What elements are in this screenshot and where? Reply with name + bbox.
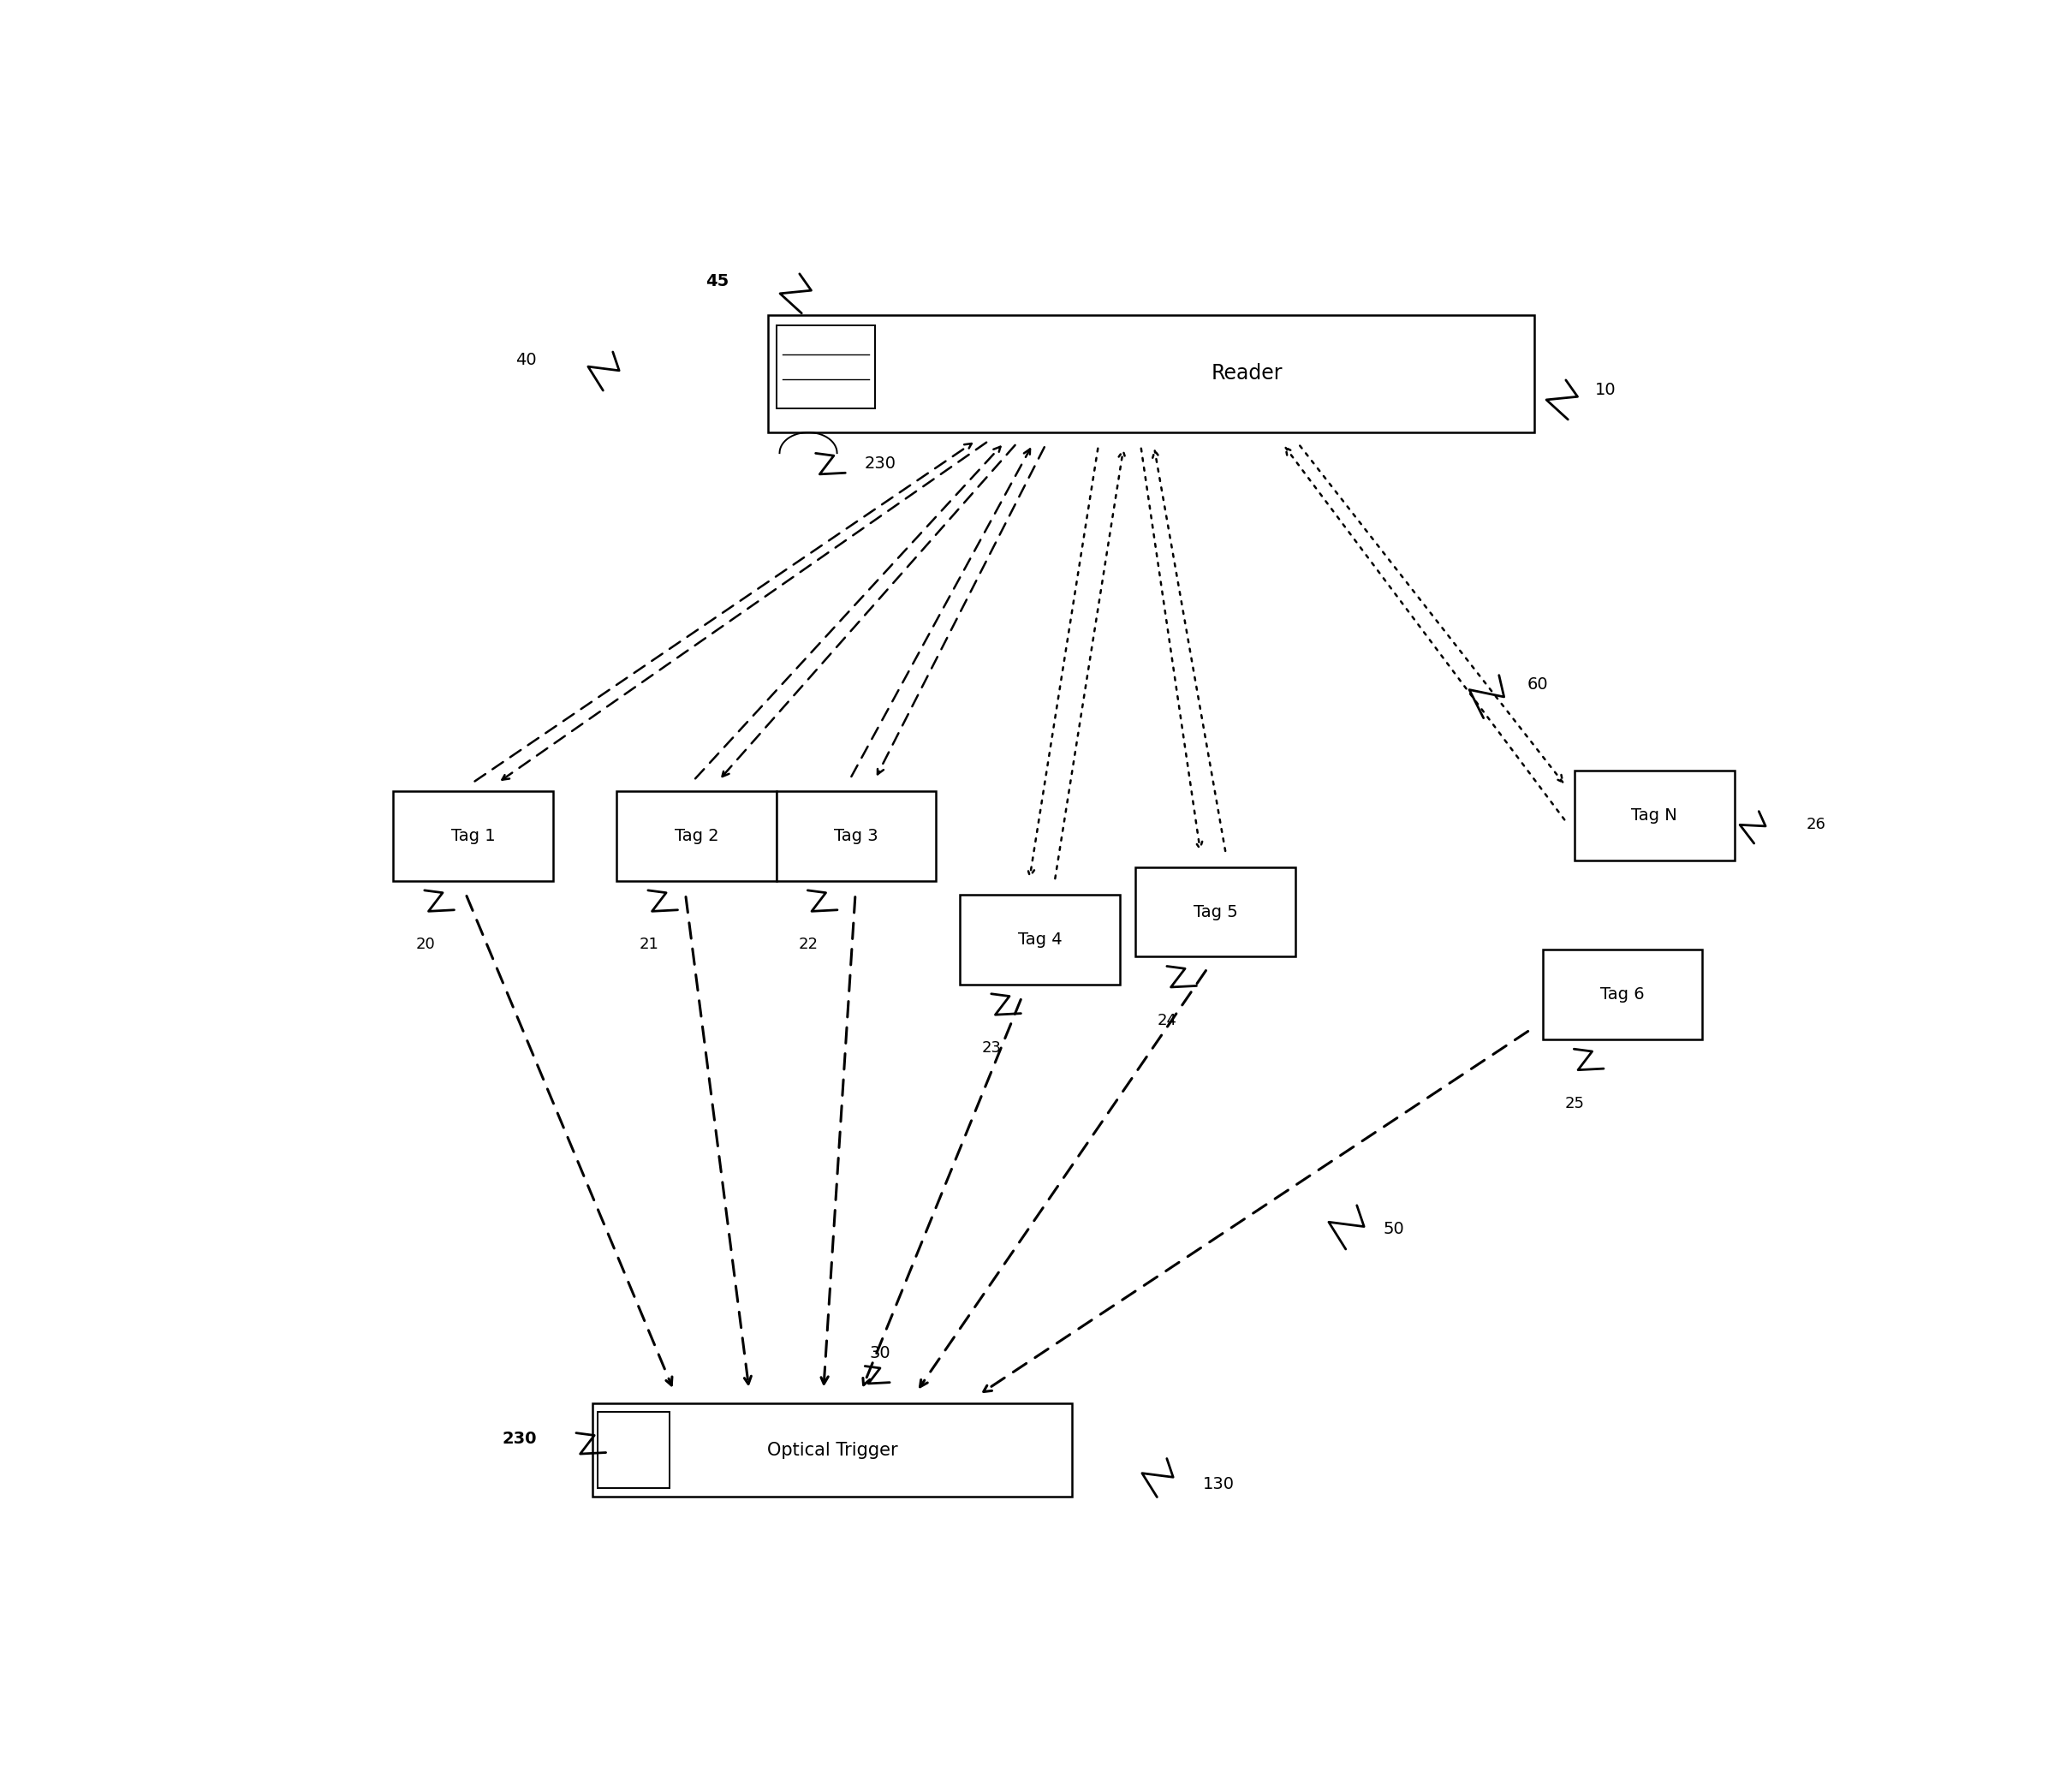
Text: Reader: Reader bbox=[1211, 364, 1283, 383]
Text: Tag 5: Tag 5 bbox=[1193, 903, 1238, 919]
Bar bbox=[593, 1403, 1071, 1496]
Text: Tag N: Tag N bbox=[1632, 806, 1677, 823]
Bar bbox=[393, 790, 552, 882]
Text: Tag 1: Tag 1 bbox=[451, 828, 494, 844]
Bar bbox=[960, 894, 1121, 984]
Text: 23: 23 bbox=[983, 1041, 1001, 1055]
Text: 45: 45 bbox=[705, 272, 729, 289]
Text: 130: 130 bbox=[1203, 1477, 1234, 1493]
Text: 25: 25 bbox=[1566, 1095, 1584, 1111]
Text: 10: 10 bbox=[1594, 382, 1617, 398]
Text: Tag 4: Tag 4 bbox=[1018, 932, 1061, 948]
Text: 21: 21 bbox=[639, 937, 659, 952]
Text: 230: 230 bbox=[865, 455, 896, 471]
Text: 20: 20 bbox=[416, 937, 435, 952]
Text: Tag 2: Tag 2 bbox=[674, 828, 719, 844]
Text: 40: 40 bbox=[515, 351, 538, 367]
Bar bbox=[616, 790, 777, 882]
Text: 60: 60 bbox=[1526, 676, 1547, 692]
Bar bbox=[1135, 867, 1296, 957]
Text: 50: 50 bbox=[1382, 1220, 1405, 1236]
Bar bbox=[777, 326, 876, 409]
Text: 26: 26 bbox=[1807, 817, 1825, 831]
Text: Optical Trigger: Optical Trigger bbox=[766, 1441, 898, 1459]
Text: 230: 230 bbox=[503, 1430, 538, 1448]
Text: 22: 22 bbox=[799, 937, 818, 952]
Text: 30: 30 bbox=[869, 1346, 890, 1362]
Bar bbox=[768, 315, 1535, 432]
Text: Tag 3: Tag 3 bbox=[834, 828, 878, 844]
Text: Tag 6: Tag 6 bbox=[1601, 987, 1644, 1004]
Bar bbox=[1543, 950, 1702, 1039]
Bar bbox=[777, 790, 935, 882]
Bar bbox=[1574, 771, 1735, 860]
Bar bbox=[597, 1412, 670, 1487]
Text: 24: 24 bbox=[1158, 1012, 1178, 1029]
